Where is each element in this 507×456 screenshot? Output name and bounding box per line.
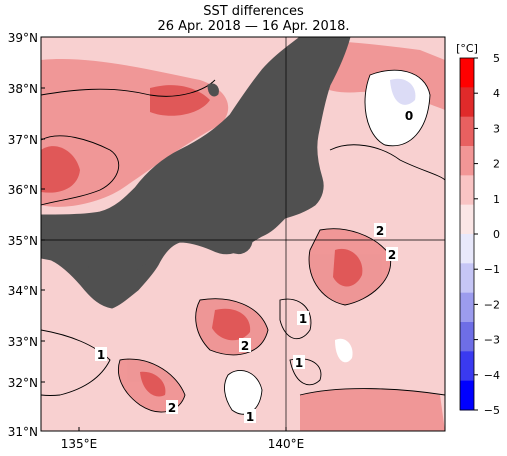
colorbar-swatch: [460, 116, 474, 147]
negative-patch: [390, 78, 416, 105]
colorbar: [°C] 5 4 3 2 1 0 −1 −2 −3 −4 −5: [456, 42, 500, 417]
ticks: [41, 36, 287, 432]
colorbar-tick-labels: 5 4 3 2 1 0 −1 −2 −3 −4 −5: [474, 52, 500, 417]
gridlines: [41, 37, 445, 431]
y-label: 33°N: [8, 335, 38, 349]
contour-label: 0: [405, 109, 413, 123]
izu-peninsula: [225, 229, 253, 255]
boso-peninsula: [264, 202, 283, 222]
hot-patch-west: [41, 146, 80, 193]
colorbar-tick-label: −1: [484, 263, 500, 276]
contour-label: 1: [295, 356, 303, 370]
colorbar-swatch: [460, 146, 474, 176]
y-label: 31°N: [8, 425, 38, 439]
map-frame: [40, 36, 446, 432]
y-axis-labels: 39°N 38°N 37°N 36°N 35°N 34°N 33°N 32°N …: [8, 31, 38, 439]
y-label: 32°N: [8, 376, 38, 390]
x-label: 140°E: [268, 437, 305, 451]
contour-label: 2: [388, 248, 396, 262]
colorbar-swatch: [460, 351, 474, 382]
map-subtitle: 26 Apr. 2018 — 16 Apr. 2018.: [157, 19, 350, 34]
colorbar-tick-label: 4: [493, 87, 500, 100]
colorbar-swatch: [460, 87, 474, 118]
hot-patch-north: [150, 85, 210, 116]
colorbar-tick-label: −3: [484, 334, 500, 347]
colorbar-swatch: [460, 234, 474, 264]
colorbar-tick-label: −4: [484, 369, 500, 382]
colorbar-swatch: [460, 175, 474, 206]
hot-patches: [41, 85, 363, 397]
contour-label: 1: [97, 348, 105, 362]
colorbar-swatches: [460, 58, 474, 411]
cool-patch-southeast: [335, 338, 353, 363]
colorbar-tick-label: 5: [493, 52, 500, 65]
y-label: 38°N: [8, 82, 38, 96]
contour-label: 2: [376, 224, 384, 238]
hot-patch-center: [212, 308, 251, 341]
y-label: 37°N: [8, 133, 38, 147]
colorbar-swatch: [460, 263, 474, 294]
y-label: 36°N: [8, 183, 38, 197]
colorbar-tick-label: 0: [493, 228, 500, 241]
colorbar-tick-label: 2: [493, 158, 500, 171]
colorbar-swatch: [460, 322, 474, 352]
y-label: 35°N: [8, 234, 38, 248]
x-axis-labels: 135°E 140°E: [61, 437, 305, 451]
x-label: 135°E: [61, 437, 98, 451]
contour-label: 1: [299, 312, 307, 326]
map-title: SST differences: [203, 4, 304, 19]
cool-patch-south: [224, 370, 262, 415]
hot-patch-south: [140, 371, 166, 397]
colorbar-tick-label: −5: [484, 404, 500, 417]
y-label: 34°N: [8, 284, 38, 298]
contour-label: 2: [241, 339, 249, 353]
contour-label-bg: [403, 108, 415, 122]
y-label: 39°N: [8, 31, 38, 45]
colorbar-swatch: [460, 292, 474, 323]
warm-patch-south-east: [300, 388, 445, 431]
map-area: [41, 37, 445, 431]
sado-island: [207, 83, 219, 97]
islet: [295, 184, 300, 190]
colorbar-swatch: [460, 204, 474, 235]
contour-label: 1: [246, 410, 254, 424]
contour-label: 2: [168, 401, 176, 415]
hot-patch-east: [333, 248, 363, 287]
colorbar-tick-label: −2: [484, 298, 500, 311]
colorbar-unit: [°C]: [456, 42, 478, 55]
colorbar-tick-label: 1: [493, 193, 500, 206]
colorbar-tick-label: 3: [493, 122, 500, 135]
colorbar-swatch: [460, 380, 474, 411]
shikoku: [41, 237, 151, 273]
colorbar-swatch: [460, 58, 474, 88]
contour-labels: 0 2 2 1 2 1 1 2 1: [95, 108, 415, 424]
